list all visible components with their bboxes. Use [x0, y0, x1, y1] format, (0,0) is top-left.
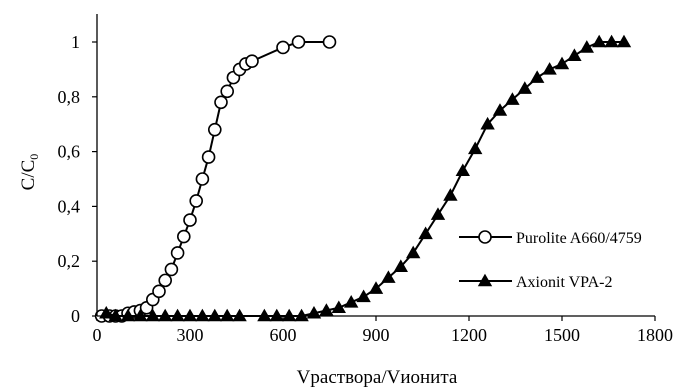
- data-point-circle: [195, 172, 210, 186]
- y-tick-label: 1: [71, 32, 80, 52]
- data-point-triangle: [505, 92, 520, 105]
- data-point-circle: [183, 213, 197, 227]
- data-point-triangle: [257, 308, 272, 322]
- y-tick-label: 0: [71, 306, 80, 326]
- data-point-triangle: [579, 40, 594, 53]
- data-point-triangle: [306, 305, 322, 319]
- data-point-triangle: [269, 308, 284, 322]
- data-point-triangle: [418, 226, 433, 240]
- data-point-triangle: [294, 308, 309, 322]
- data-point-circle: [291, 35, 306, 49]
- data-point-circle: [158, 273, 172, 288]
- series-line: [101, 41, 330, 317]
- data-point-triangle: [158, 308, 173, 322]
- y-axis-title-main: C/C: [18, 160, 39, 191]
- data-point-triangle: [220, 308, 235, 322]
- data-point-circle: [177, 229, 191, 244]
- x-tick-label: 600: [270, 325, 297, 345]
- x-tick-label: 300: [177, 325, 204, 345]
- data-point-circle: [220, 84, 234, 99]
- y-axis: 0 0,2 0,4 0,6 0,8 1: [58, 32, 97, 326]
- data-point-triangle: [443, 188, 458, 201]
- x-tick-label: 0: [93, 325, 102, 345]
- data-point-circle: [189, 194, 203, 208]
- data-point-circle: [170, 246, 185, 260]
- data-point-triangle: [542, 62, 557, 75]
- data-point-triangle: [145, 308, 160, 322]
- x-tick-label: 900: [363, 325, 390, 345]
- data-point-triangle: [356, 289, 371, 303]
- data-point-circle: [164, 262, 179, 277]
- legend: Purolite A660/4759 Axionit VPA-2: [459, 230, 642, 291]
- data-point-circle: [478, 230, 492, 244]
- data-point-triangle: [530, 70, 545, 83]
- data-point-triangle: [207, 308, 222, 322]
- data-point-circle: [322, 35, 337, 49]
- data-point-triangle: [554, 56, 570, 70]
- data-point-circle: [208, 122, 222, 137]
- data-point-triangle: [455, 163, 470, 177]
- y-tick-label: 0,2: [58, 251, 81, 271]
- x-axis-title: Vраствора/Vионита: [297, 367, 458, 388]
- data-point-triangle: [232, 308, 247, 322]
- data-point-triangle: [468, 141, 483, 155]
- data-point-triangle: [331, 300, 346, 314]
- y-tick-label: 0,8: [58, 87, 81, 107]
- data-point-circle: [276, 40, 290, 55]
- data-point-triangle: [282, 308, 297, 322]
- data-point-triangle: [195, 308, 210, 322]
- data-point-triangle: [393, 259, 408, 272]
- x-tick-label: 1200: [451, 325, 487, 345]
- data-point-triangle: [108, 308, 123, 322]
- data-point-triangle: [492, 103, 508, 116]
- x-tick-label: 1500: [544, 325, 580, 345]
- data-point-triangle: [170, 308, 185, 322]
- data-point-triangle: [477, 273, 493, 287]
- data-point-triangle: [99, 305, 114, 319]
- data-point-triangle: [368, 281, 384, 294]
- data-point-triangle: [616, 34, 632, 48]
- legend-label: Axionit VPA-2: [516, 274, 612, 291]
- x-axis: 0 300 600 900 1200 1500 1800: [93, 316, 673, 345]
- legend-item-2: Axionit VPA-2: [459, 273, 612, 291]
- data-point-triangle: [120, 308, 136, 322]
- series-1: [94, 35, 337, 323]
- data-point-circle: [214, 95, 228, 110]
- y-axis-title-subscript: 0: [27, 154, 41, 160]
- data-point-triangle: [133, 308, 148, 322]
- data-point-triangle: [406, 245, 421, 259]
- data-point-triangle: [430, 207, 446, 220]
- data-point-circle: [245, 54, 259, 68]
- data-point-circle: [201, 150, 216, 164]
- data-point-triangle: [480, 116, 495, 130]
- data-point-triangle: [182, 308, 198, 322]
- y-tick-label: 0,4: [58, 196, 81, 216]
- y-tick-label: 0,6: [58, 142, 81, 162]
- legend-label: Purolite A660/4759: [516, 230, 642, 247]
- x-tick-label: 1800: [637, 325, 673, 345]
- data-point-triangle: [517, 81, 532, 94]
- data-point-triangle: [381, 270, 396, 283]
- data-point-triangle: [567, 48, 582, 61]
- data-point-triangle: [604, 34, 619, 48]
- data-point-triangle: [344, 294, 359, 308]
- legend-item-1: Purolite A660/4759: [459, 230, 642, 247]
- y-axis-title: C/C0: [18, 154, 41, 191]
- data-point-circle: [152, 284, 166, 299]
- data-point-triangle: [592, 34, 607, 48]
